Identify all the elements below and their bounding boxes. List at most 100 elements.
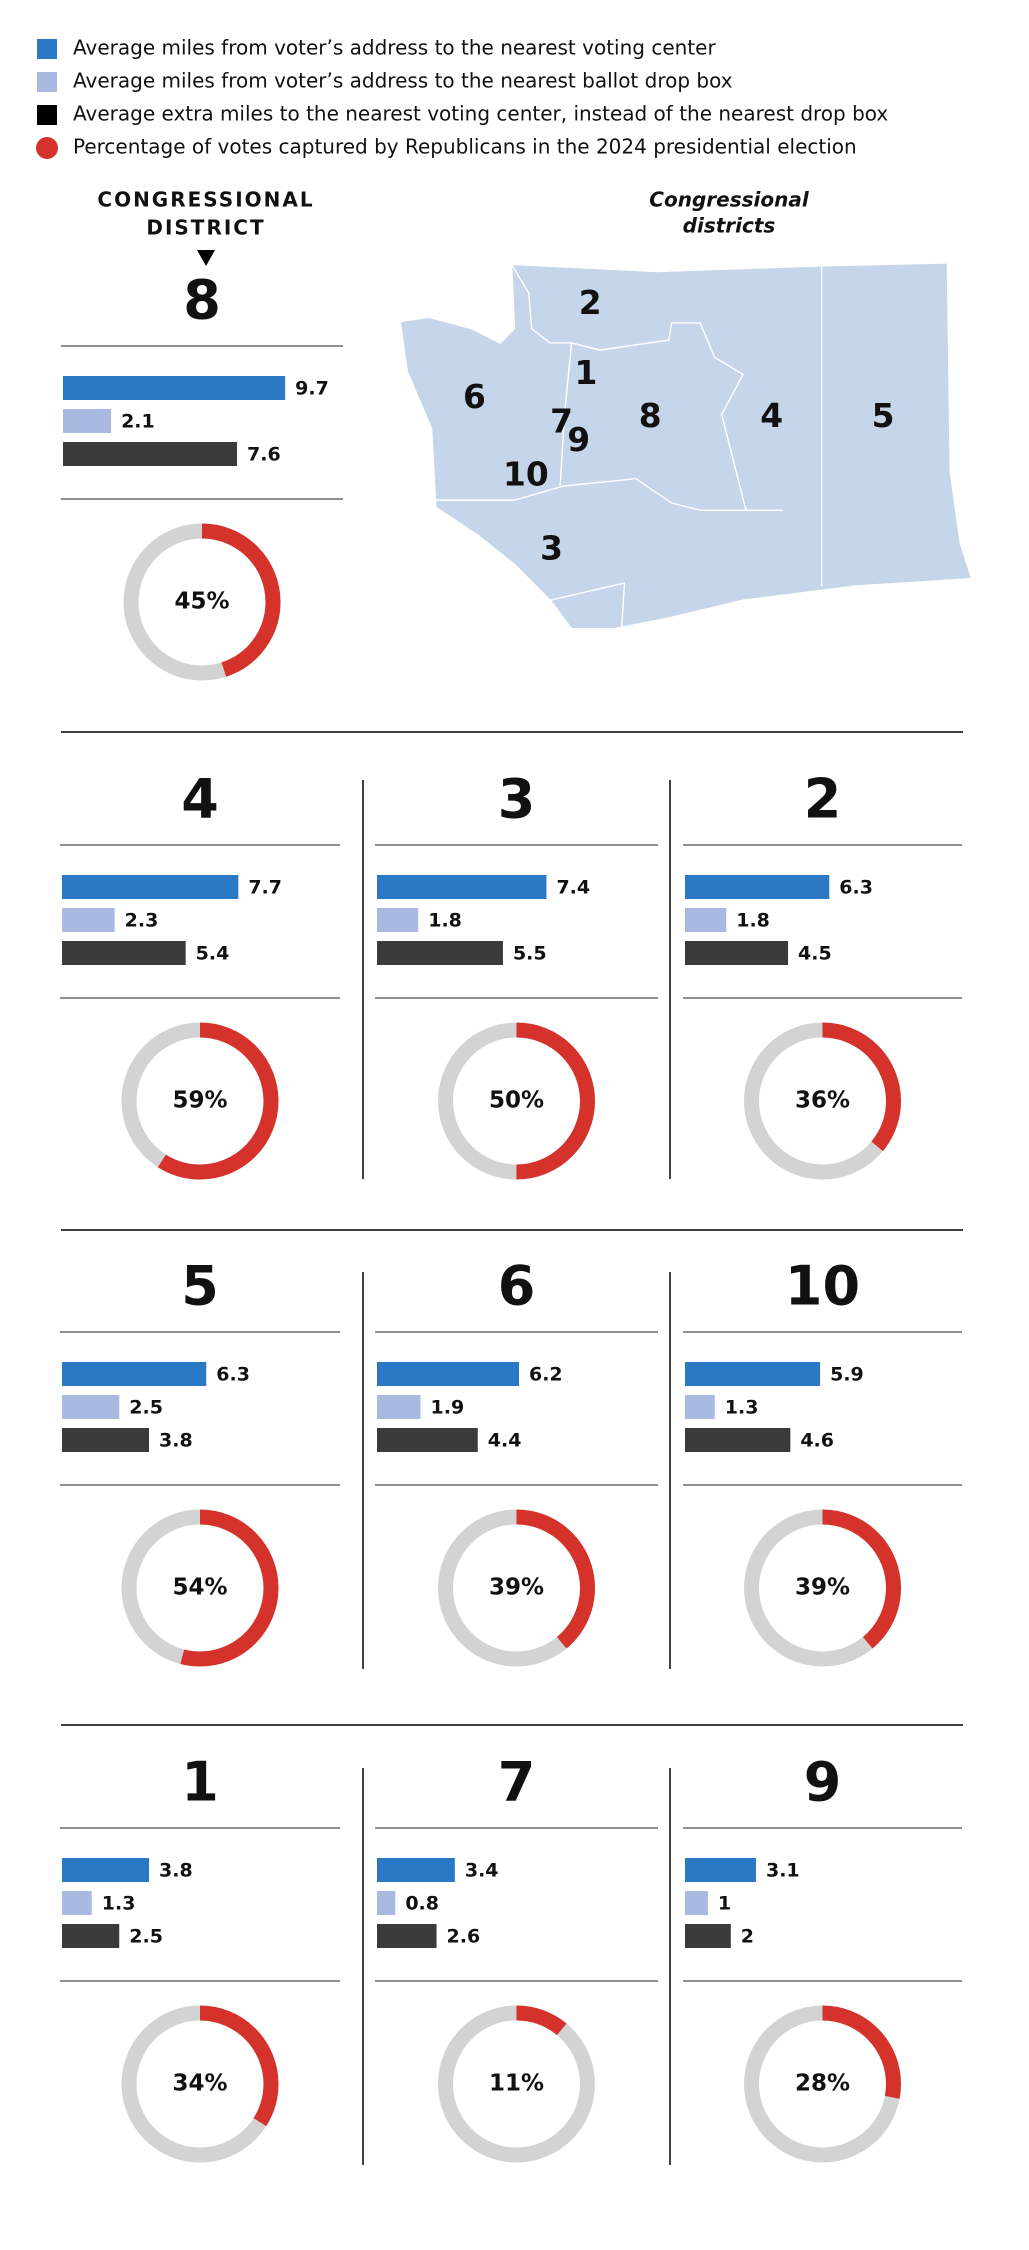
district-title: 1: [181, 1751, 219, 1814]
bar-value: 7.4: [556, 877, 590, 899]
header-label: DISTRICT: [146, 216, 265, 240]
map-title: Congressional: [649, 188, 810, 212]
donut-label: 45%: [174, 589, 229, 615]
map-label: 8: [639, 396, 662, 435]
bar: [377, 1924, 437, 1948]
bar-value: 7.6: [247, 444, 281, 466]
bar-value: 1.3: [102, 1893, 136, 1915]
donut-label: 39%: [489, 1575, 544, 1601]
bar: [685, 1395, 715, 1419]
bar-value: 3.8: [159, 1860, 193, 1882]
bar-value: 9.7: [295, 378, 329, 400]
district-title: 8: [183, 269, 221, 332]
donut-label: 11%: [489, 2071, 544, 2097]
map-label: 7: [550, 401, 573, 440]
bar: [63, 376, 286, 400]
donut-label: 50%: [489, 1088, 544, 1114]
bar: [685, 1891, 708, 1915]
bar: [685, 1428, 791, 1452]
bar: [685, 1362, 821, 1386]
map-title: districts: [683, 214, 776, 238]
bar-value: 2.5: [129, 1397, 163, 1419]
district-title: 9: [804, 1751, 842, 1814]
district-title: 6: [498, 1255, 536, 1318]
bar-value: 1.8: [736, 910, 770, 932]
district-boundary: [435, 263, 823, 629]
bar: [377, 941, 503, 965]
bar-value: 1.8: [428, 910, 462, 932]
district-title: 3: [498, 768, 536, 831]
bar-value: 0.8: [405, 1893, 439, 1915]
district-title: 5: [181, 1255, 219, 1318]
bar-value: 6.3: [216, 1364, 250, 1386]
donut-arc: [438, 1509, 595, 1667]
donut-label: 59%: [172, 1088, 227, 1114]
legend-label: Average miles from voter’s address to th…: [73, 69, 733, 93]
bar-value: 7.7: [248, 877, 282, 899]
legend-label: Average extra miles to the nearest votin…: [73, 102, 888, 126]
bar: [62, 1924, 120, 1948]
donut-label: 34%: [172, 2071, 227, 2097]
bar: [377, 1891, 396, 1915]
bar-value: 5.4: [196, 943, 230, 965]
legend-marker: [37, 39, 57, 59]
donut-label: 36%: [795, 1088, 850, 1114]
bar: [63, 409, 112, 433]
legend-marker: [37, 105, 57, 125]
state-map: 2 1 6 79 8 4 5 10 3: [399, 262, 973, 630]
donut-arc: [744, 1022, 901, 1180]
map-label: 5: [872, 396, 895, 435]
district-title: 4: [181, 768, 219, 831]
bar-value: 3.8: [159, 1430, 193, 1452]
bar: [63, 442, 238, 466]
map-label: 4: [760, 396, 783, 435]
bar-value: 6.2: [529, 1364, 563, 1386]
bar: [377, 908, 419, 932]
bar: [62, 1858, 150, 1882]
bar: [62, 908, 115, 932]
legend-label: Average miles from voter’s address to th…: [73, 36, 716, 60]
map-label: 10: [503, 454, 549, 493]
bar: [377, 875, 547, 899]
district-title: 10: [785, 1255, 860, 1318]
map-label: 3: [540, 529, 563, 568]
bar: [685, 1858, 756, 1882]
bar: [62, 1428, 150, 1452]
bar: [685, 908, 727, 932]
bar-value: 3.1: [766, 1860, 800, 1882]
donut-arc: [438, 1022, 595, 1180]
map-label: 9: [567, 420, 590, 459]
donut-arc: [744, 1509, 901, 1667]
bar-value: 1: [718, 1893, 731, 1915]
bar: [377, 1428, 478, 1452]
legend-label: Percentage of votes captured by Republic…: [73, 135, 857, 159]
bar-value: 2.3: [125, 910, 159, 932]
bar: [62, 1362, 207, 1386]
bar: [685, 875, 830, 899]
map-shape: [399, 262, 973, 630]
donut-arc: [121, 1022, 279, 1180]
donut-arc: [121, 1509, 279, 1667]
legend-marker: [37, 72, 57, 92]
bar-value: 4.4: [488, 1430, 522, 1452]
bar-value: 4.6: [800, 1430, 834, 1452]
bar: [685, 941, 789, 965]
bar-value: 1.3: [725, 1397, 759, 1419]
bar-value: 1.9: [431, 1397, 465, 1419]
bar-value: 2.6: [447, 1926, 481, 1948]
bar: [62, 1395, 120, 1419]
map-label: 2: [579, 283, 602, 322]
bar-value: 2.1: [121, 411, 155, 433]
donut-arc: [123, 523, 281, 681]
bar: [377, 1362, 519, 1386]
district-title: 2: [804, 768, 842, 831]
header-arrow: [197, 250, 215, 266]
bar-value: 2.5: [129, 1926, 163, 1948]
bar-value: 5.9: [830, 1364, 864, 1386]
header-label: CONGRESSIONAL: [97, 188, 314, 212]
bar-value: 6.3: [839, 877, 873, 899]
donut-label: 39%: [795, 1575, 850, 1601]
donut-label: 54%: [172, 1575, 227, 1601]
